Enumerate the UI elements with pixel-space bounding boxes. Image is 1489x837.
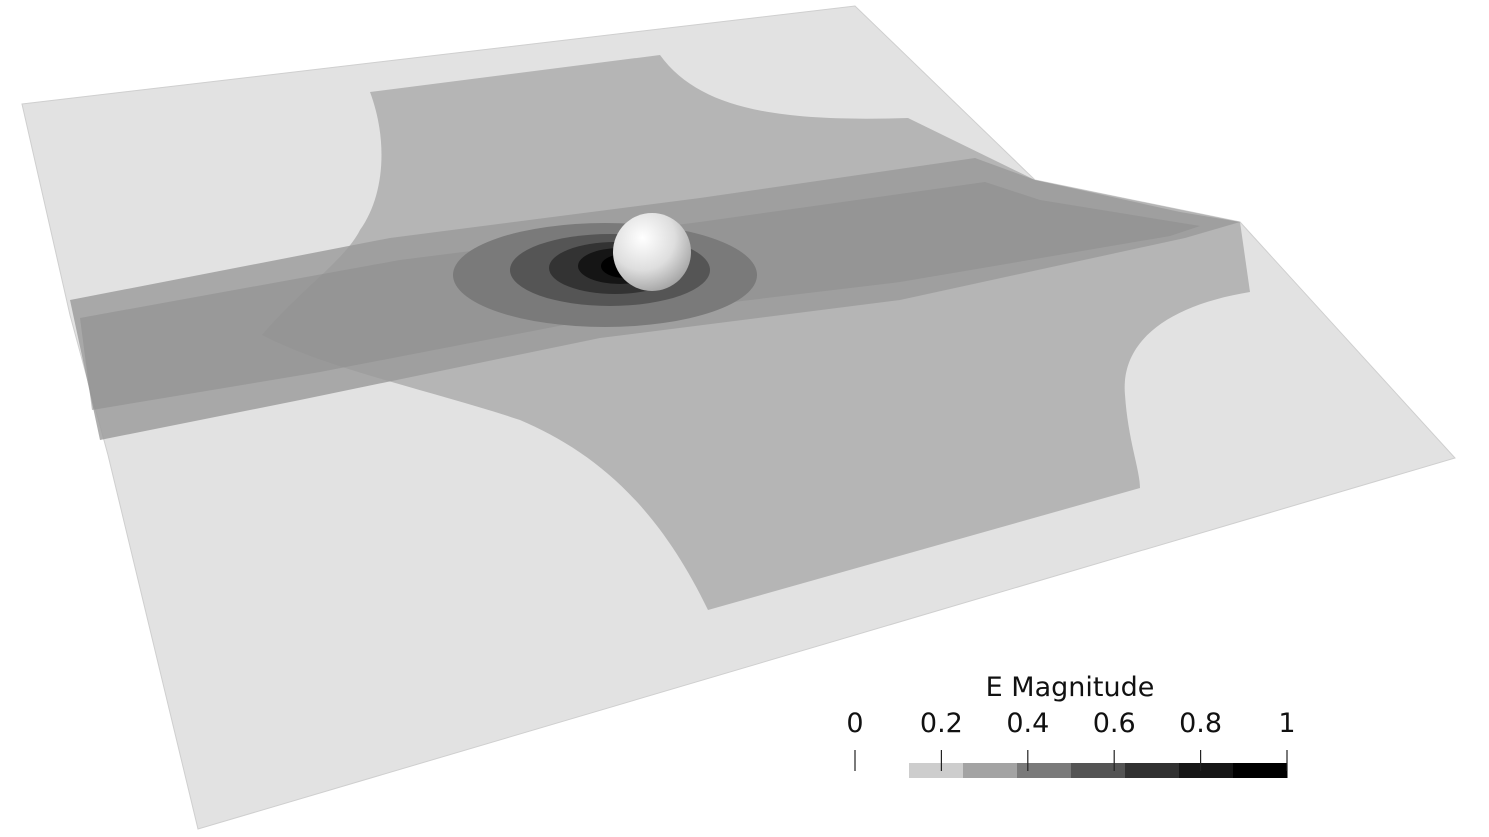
legend-tick-marks	[854, 750, 1288, 771]
legend-tick-label: 0.8	[1179, 708, 1223, 739]
legend-tick-label: 1	[1278, 708, 1296, 739]
sphere-object[interactable]	[613, 213, 691, 291]
legend-tick-label: 0.4	[1006, 708, 1050, 739]
legend-color-bin	[909, 763, 964, 778]
legend-color-bin	[1233, 763, 1288, 778]
legend-color-bin	[1179, 763, 1234, 778]
legend-title: E Magnitude	[985, 672, 1155, 703]
legend-tick-label: 0.2	[919, 708, 963, 739]
legend-color-bin	[963, 763, 1018, 778]
legend-color-bin	[1071, 763, 1126, 778]
legend-colorbar	[909, 763, 1288, 778]
legend-color-bin	[1125, 763, 1180, 778]
legend-tick-label: 0	[846, 708, 864, 739]
legend-tick-label: 0.6	[1092, 708, 1136, 739]
legend-color-bin	[1017, 763, 1072, 778]
